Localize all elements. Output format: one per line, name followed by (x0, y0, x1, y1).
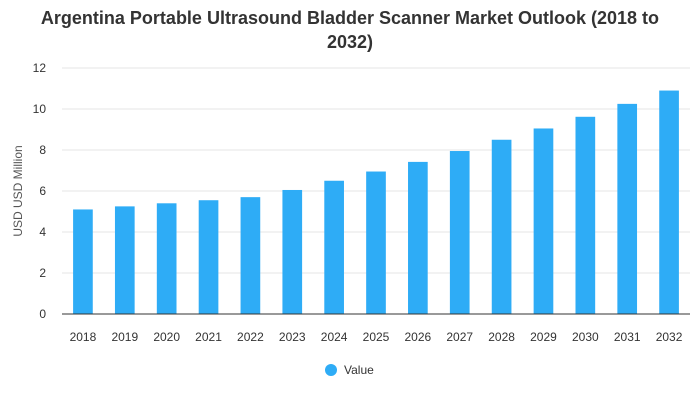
bar-2022[interactable] (240, 197, 261, 314)
x-tick-label: 2021 (195, 330, 222, 344)
bar-2031[interactable] (617, 103, 638, 314)
x-tick-label: 2020 (153, 330, 180, 344)
x-tick-label: 2025 (363, 330, 390, 344)
bar-2023[interactable] (282, 189, 303, 314)
x-tick-label: 2018 (70, 330, 97, 344)
x-tick-label: 2024 (321, 330, 348, 344)
bar-2021[interactable] (198, 200, 219, 314)
y-tick-label: 8 (39, 143, 46, 157)
y-axis-label: USD USD Million (11, 145, 25, 236)
x-axis-ticks: 2018 2019 2020 2021 2022 2023 2024 2025 2026 2027… (70, 330, 683, 344)
y-tick-label: 12 (33, 61, 47, 75)
bars (73, 90, 679, 314)
y-tick-label: 10 (33, 102, 47, 116)
x-tick-label: 2030 (572, 330, 599, 344)
legend-swatch-value (325, 364, 337, 376)
bar-2025[interactable] (366, 171, 386, 314)
bar-2019[interactable] (114, 206, 135, 314)
y-tick-label: 6 (39, 184, 46, 198)
legend[interactable]: Value (325, 363, 374, 377)
x-tick-label: 2022 (237, 330, 264, 344)
x-tick-label: 2029 (530, 330, 557, 344)
legend-label-value: Value (344, 363, 374, 377)
bar-2028[interactable] (491, 139, 512, 314)
bar-2026[interactable] (408, 161, 428, 314)
x-tick-label: 2027 (446, 330, 473, 344)
bar-2029[interactable] (533, 128, 554, 314)
x-tick-label: 2032 (656, 330, 683, 344)
y-tick-label: 0 (39, 307, 46, 321)
bar-2024[interactable] (324, 180, 344, 314)
bar-2030[interactable] (575, 116, 596, 314)
y-axis-ticks: 0 2 4 6 8 10 12 (33, 61, 47, 321)
bar-2020[interactable] (156, 203, 177, 314)
bar-2032[interactable] (659, 90, 679, 314)
x-tick-label: 2028 (488, 330, 515, 344)
y-tick-label: 4 (39, 225, 46, 239)
x-tick-label: 2026 (405, 330, 432, 344)
chart-title: Argentina Portable Ultrasound Bladder Sc… (40, 8, 660, 52)
x-tick-label: 2019 (111, 330, 138, 344)
x-tick-label: 2023 (279, 330, 306, 344)
x-tick-label: 2031 (614, 330, 641, 344)
bar-2027[interactable] (449, 151, 470, 314)
bar-2018[interactable] (73, 209, 93, 314)
y-tick-label: 2 (39, 266, 46, 280)
